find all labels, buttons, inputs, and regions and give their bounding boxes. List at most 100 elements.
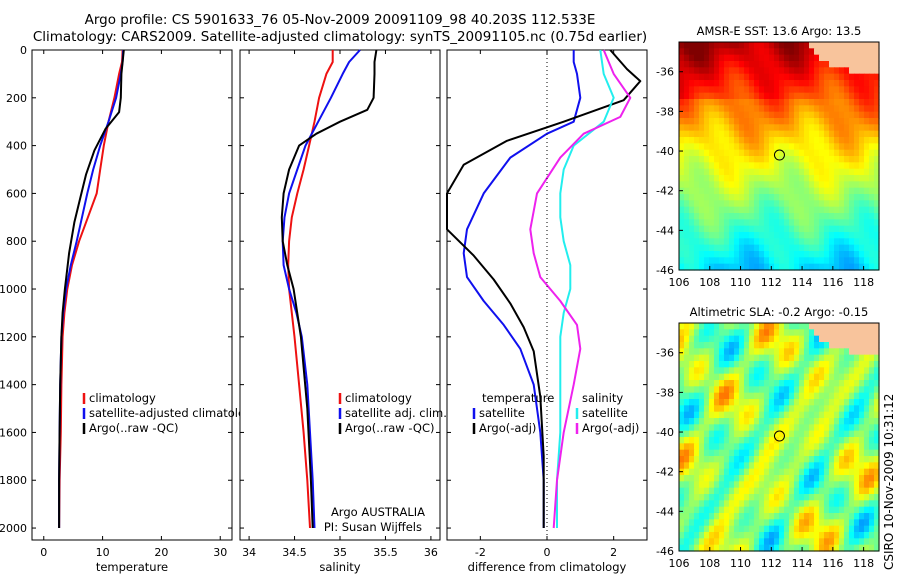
map-cell [784,156,790,163]
map-cell [709,187,715,195]
map-cell [694,335,700,343]
map-cell [704,386,710,394]
map-cell [769,80,775,87]
map-cell [809,130,815,138]
map-cell [794,168,800,176]
map-cell [684,61,690,68]
map-cell [869,329,875,337]
map-cell [754,194,760,201]
map-cell [739,443,745,451]
y-tick-label: 200 [6,92,27,105]
map-cell [684,506,690,514]
map-cell [779,481,785,489]
map-cell [814,348,820,356]
map-cell [714,213,720,220]
map-cell [799,424,805,432]
map-cell [774,373,780,381]
map-cell [799,519,805,527]
map-cell [734,263,740,271]
map-cell [799,494,805,501]
map-cell [799,61,805,68]
map-cell [804,487,810,495]
map-cell [809,386,815,394]
map-cell [774,251,780,258]
map-cell [839,194,845,201]
map-cell [859,263,865,271]
map-cell [754,149,760,157]
map-cell [744,329,750,337]
map-cell [694,519,700,527]
map-cell [859,437,865,444]
map-cell [874,475,880,482]
map-cell [699,219,705,227]
map-cell [769,187,775,195]
map-cell [789,194,795,201]
map-cell [709,206,715,214]
map-cell [714,137,720,144]
map-cell [854,232,860,239]
map-cell [819,206,825,214]
map-cell [799,367,805,375]
map-cell [779,329,785,337]
map-cell [679,42,685,49]
series-line [58,49,125,528]
map-cell [789,519,795,527]
map-cell [759,323,765,330]
map-cell [834,462,840,470]
map-cell [764,162,770,170]
map-cell [804,54,810,62]
map-cell [744,335,750,343]
map-cell [824,238,830,246]
map-cell [809,61,815,68]
map-cell [804,118,810,125]
map-cell [789,513,795,520]
map-cell [779,92,785,100]
map-cell [869,251,875,258]
map-cell [774,399,780,406]
map-cell [744,175,750,182]
map-cell [864,194,870,201]
map-cell [759,494,765,501]
map-cell [819,335,825,343]
map-cell [754,156,760,163]
map-cell [704,156,710,163]
map-cell [839,105,845,113]
map-cell [869,386,875,394]
map-cell [859,54,865,62]
map-cell [724,225,730,233]
map-cell [729,206,735,214]
map-cell [824,361,830,368]
map-cell [699,354,705,362]
map-cell [749,187,755,195]
map-cell [699,54,705,62]
map-cell [849,225,855,233]
map-cell [749,238,755,246]
map-cell [784,213,790,220]
map-cell [864,42,870,49]
map-cell [754,468,760,476]
map-cell [739,380,745,387]
map-cell [834,73,840,81]
map-cell [784,424,790,432]
map-cell [759,418,765,425]
map-cell [679,48,685,56]
map-cell [724,487,730,495]
map-cell [734,61,740,68]
map-cell [869,168,875,176]
map-cell [804,238,810,246]
map-cell [849,468,855,476]
map-cell [724,449,730,457]
map-cell [819,251,825,258]
map-cell [839,354,845,362]
map-cell [729,80,735,87]
map-cell [874,168,880,176]
map-cell [814,238,820,246]
map-cell [704,194,710,201]
map-cell [699,149,705,157]
map-cell [799,168,805,176]
map-cell [724,124,730,132]
map-cell [744,386,750,394]
map-cell [774,54,780,62]
map-cell [809,251,815,258]
map-cell [764,532,770,539]
